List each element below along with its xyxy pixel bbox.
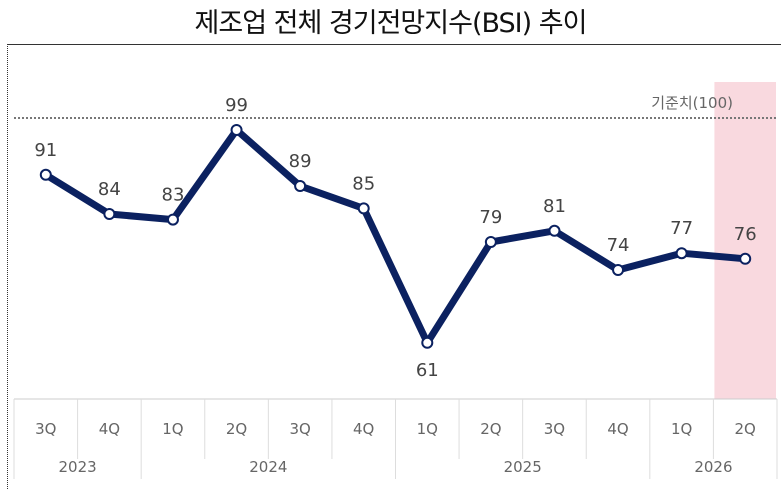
year-label: 2026 — [694, 458, 732, 476]
data-label: 74 — [607, 235, 630, 256]
series-line — [43, 126, 746, 347]
data-point — [357, 202, 370, 215]
chart-frame — [7, 44, 781, 489]
data-point — [484, 236, 497, 248]
data-label: 79 — [479, 207, 502, 228]
data-label: 76 — [734, 224, 757, 245]
data-point — [103, 208, 116, 220]
x-tick-label: 1Q — [162, 420, 183, 438]
data-point — [548, 224, 561, 237]
data-point — [675, 247, 688, 260]
x-tick-label: 3Q — [289, 420, 310, 438]
x-tick-label: 4Q — [607, 420, 628, 438]
highlight-band — [714, 82, 776, 399]
data-label: 83 — [162, 185, 185, 206]
x-tick-label: 2Q — [735, 420, 756, 438]
reference-label: 기준치(100) — [651, 94, 733, 112]
data-label: 81 — [543, 196, 566, 217]
data-point — [39, 168, 52, 181]
x-tick-label: 1Q — [671, 420, 692, 438]
data-label: 77 — [670, 218, 693, 239]
x-tick-label: 3Q — [35, 420, 56, 438]
chart-title: 제조업 전체 경기전망지수(BSI) 추이 — [194, 8, 588, 39]
data-point — [294, 180, 307, 192]
x-tick-label: 4Q — [99, 420, 120, 438]
x-tick-label: 4Q — [353, 420, 374, 438]
data-point — [739, 252, 752, 265]
data-label: 61 — [416, 360, 439, 381]
data-point — [230, 124, 243, 136]
data-label: 99 — [225, 95, 248, 116]
data-label: 84 — [98, 179, 121, 200]
x-tick-label: 2Q — [226, 420, 247, 438]
x-tick-label: 3Q — [544, 420, 565, 438]
data-point — [612, 264, 625, 276]
year-label: 2024 — [249, 458, 287, 476]
data-label: 85 — [352, 173, 375, 194]
data-point — [421, 336, 434, 349]
year-label: 2023 — [58, 458, 96, 476]
year-label: 2025 — [504, 458, 542, 476]
data-label: 91 — [34, 140, 57, 161]
x-tick-label: 2Q — [480, 420, 501, 438]
x-tick-label: 1Q — [417, 420, 438, 438]
data-point — [166, 213, 179, 226]
data-label: 89 — [289, 151, 312, 172]
